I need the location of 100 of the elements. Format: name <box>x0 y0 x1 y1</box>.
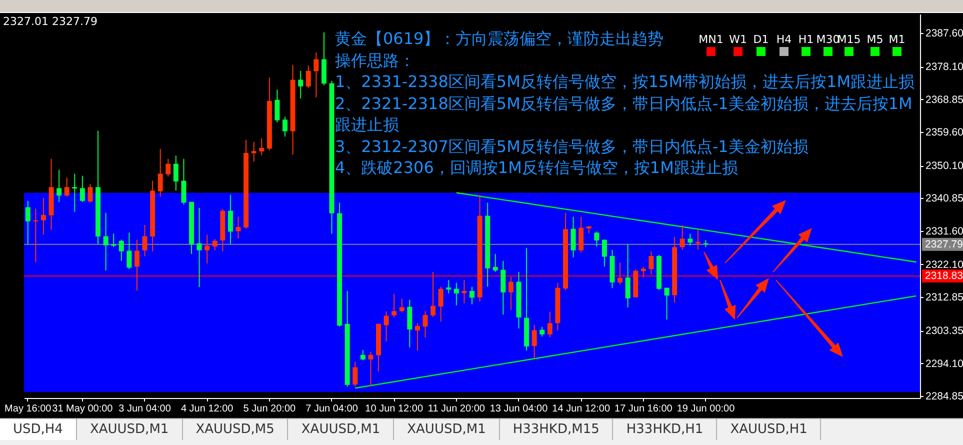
candlestick <box>438 286 444 322</box>
y-tick-label: 2378.10 <box>926 61 963 74</box>
text: XAUUSD,H1 <box>717 419 822 440</box>
candlestick <box>422 310 428 338</box>
text: XAUUSD,M1 <box>76 419 183 440</box>
ref-line-label: 2318.83 <box>925 270 963 282</box>
candlestick <box>625 244 630 308</box>
annotation: W1 <box>729 33 747 46</box>
text: H33HKD,H1 <box>613 419 718 440</box>
y-tick-label: 2284.85 <box>926 390 963 403</box>
annotation: MN1 <box>698 33 724 46</box>
candlestick <box>540 326 545 338</box>
x-tick-label: 19 Jun 00:00 <box>676 404 736 414</box>
candlestick <box>306 65 311 88</box>
candlestick <box>88 183 93 204</box>
y-tick-label: 2350.10 <box>926 160 963 172</box>
annotation: M5 <box>866 33 884 46</box>
candlestick <box>228 194 233 245</box>
candlestick <box>298 70 304 99</box>
annotation: 4、跌破2306，回调按1M反转信号做空，按1M跟进止损 <box>335 157 739 178</box>
text: USD,H4 <box>0 419 77 440</box>
y-tick-label: 2322.10 <box>926 258 963 271</box>
candlestick <box>118 239 124 262</box>
x-tick-label: 10 Jun 12:00 <box>365 404 424 414</box>
candlestick <box>648 250 654 275</box>
annotation: M1 <box>888 33 906 46</box>
candlestick <box>314 52 319 98</box>
annotation: M15 <box>837 33 861 46</box>
text: XAUUSD,M1 <box>394 419 500 440</box>
candlestick <box>25 200 30 245</box>
annotation: 操作思路： <box>335 50 416 71</box>
annotation: D1 <box>753 33 769 46</box>
candlestick <box>446 280 452 294</box>
candlestick <box>570 216 576 258</box>
candlestick <box>40 198 46 236</box>
candlestick <box>578 216 584 253</box>
candlestick <box>173 155 178 192</box>
candlestick <box>602 239 607 268</box>
candlestick <box>64 177 70 198</box>
candlestick <box>594 231 600 247</box>
candlestick <box>158 148 163 198</box>
y-tick-label: 2303.35 <box>926 325 963 338</box>
candlestick <box>492 253 498 272</box>
candlestick <box>56 169 62 202</box>
candlestick <box>134 239 140 292</box>
candlestick <box>126 232 132 270</box>
candlestick <box>204 234 210 264</box>
candlestick <box>680 224 685 250</box>
candlestick <box>236 216 241 240</box>
candlestick <box>470 286 474 305</box>
x-tick-label: May 16:00 <box>4 404 52 414</box>
text: XAUUSD,M5 <box>182 419 288 440</box>
candlestick <box>454 282 459 306</box>
annotation: 1、2331-2338区间看5M反转信号做空，按15M带初始损，进去后按1M跟进止损 <box>335 71 916 92</box>
candlestick <box>462 280 467 304</box>
x-tick-label: 3 Jun 04:00 <box>118 404 172 414</box>
candlestick <box>282 116 288 138</box>
annotation: 3、2312-2307区间看5M反转信号做多，带日内低点-1美金初始损 <box>335 136 810 157</box>
y-tick-label: 2368.85 <box>926 94 963 106</box>
candlestick <box>259 138 264 156</box>
x-tick-label: 11 Jun 20:00 <box>428 404 486 414</box>
x-tick-label: 5 Jun 20:00 <box>243 404 296 414</box>
candlestick <box>508 276 514 311</box>
annotation: M30 <box>816 33 840 46</box>
text: XAUUSD,M1 <box>288 419 394 440</box>
y-tick-label: 2331.60 <box>926 225 963 238</box>
ref-line-label: 2327.79 <box>925 238 963 250</box>
candlestick <box>399 298 404 314</box>
candlestick <box>166 158 171 177</box>
candlestick <box>414 322 420 352</box>
candlestick <box>695 230 700 250</box>
candlestick <box>103 212 108 271</box>
annotation: 2327.01 2327.79 <box>3 15 98 28</box>
candlestick <box>181 158 186 205</box>
candlestick <box>688 233 693 246</box>
candlestick <box>664 287 670 320</box>
candlestick <box>196 207 202 288</box>
x-tick-label: 13 Jun 04:00 <box>490 404 548 414</box>
candlestick <box>640 266 646 278</box>
annotation: 2、2321-2318区间看5M反转信号做多，带日内低点-1美金初始损，进去后按1M跟进止损 <box>335 92 914 136</box>
y-tick-label: 2294.10 <box>926 358 963 370</box>
candlestick <box>547 311 552 338</box>
candlestick <box>532 324 537 359</box>
x-tick-label: 4 Jun 12:00 <box>180 404 234 414</box>
candlestick <box>33 208 38 263</box>
y-tick-label: 2312.85 <box>926 292 963 304</box>
x-tick-label: 14 Jun 12:00 <box>552 404 610 414</box>
annotation: H4 <box>776 33 792 46</box>
y-tick-label: 2387.60 <box>926 28 963 40</box>
annotation: H1 <box>798 33 814 46</box>
candlestick <box>212 238 218 251</box>
x-tick-label: 7 Jun 04:00 <box>306 404 358 414</box>
candlestick <box>274 89 280 123</box>
candlestick <box>392 293 397 318</box>
candlestick <box>352 361 358 388</box>
candlestick <box>72 173 78 212</box>
y-tick-label: 2359.60 <box>926 126 963 138</box>
candlestick <box>251 141 256 162</box>
candlestick <box>368 351 374 388</box>
candlestick <box>80 175 85 202</box>
